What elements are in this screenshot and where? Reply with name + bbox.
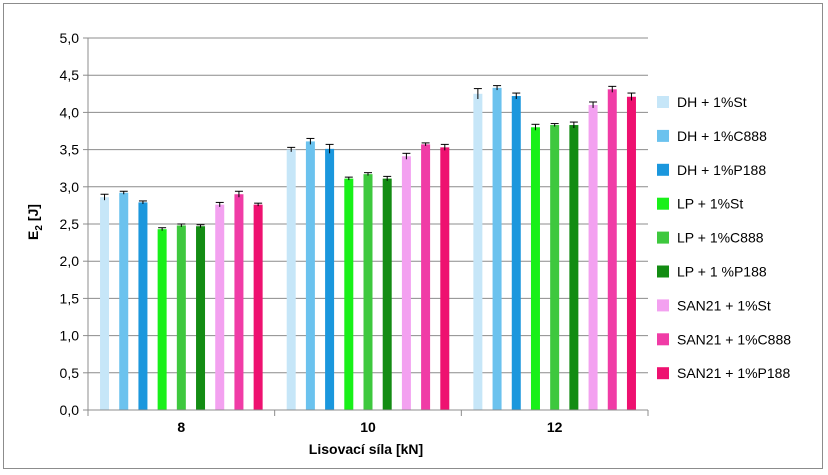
x-tick-label: 12 [547,419,563,435]
error-bar [550,123,559,127]
bar [492,87,502,411]
bar [382,178,392,410]
bar [440,147,450,411]
bar [421,144,431,410]
error-bar [493,85,502,91]
error-bar [569,121,578,129]
legend-label: LP + 1%C888 [677,230,764,246]
bar [305,141,315,410]
error-bar [254,202,263,207]
legend-swatch [657,231,669,244]
error-bar [364,172,372,176]
legend-swatch [657,163,669,176]
y-axis-label-unit: [J] [25,204,41,225]
legend-swatch [657,299,669,312]
x-axis-label: Lisovací síla [kN] [309,441,423,457]
x-axis-ticks: 8 10 12 [87,410,649,435]
error-bar [383,175,392,181]
y-tick-label: 1,0 [60,328,80,344]
bar [234,194,244,410]
error-bar [306,137,315,145]
error-bar [158,227,167,231]
error-bar [344,176,353,181]
x-tick-label: 10 [360,419,376,435]
legend-label: DH + 1%St [677,94,747,110]
legend-label: SAN21 + 1%P188 [677,365,790,381]
y-axis-label-main: E [25,231,41,240]
error-bar [627,92,636,101]
bar [511,96,521,411]
legend-label: DH + 1%P188 [677,162,766,178]
bar [344,178,354,410]
y-tick-label: 0,5 [60,365,80,381]
y-axis-label-subscript: 2 [34,225,45,231]
bar [286,149,296,410]
error-bar [589,101,598,108]
bar [119,192,129,410]
bar [626,96,636,410]
y-tick-label: 2,5 [60,216,80,232]
legend-label: DH + 1%C888 [677,128,767,144]
y-axis-ticks: 0,0 0,5 1,0 1,5 2,0 2,5 3,0 3,5 4,0 4,5 5,0 [60,30,89,418]
y-tick-label: 4,0 [60,104,80,120]
bar [215,204,225,410]
y-tick-label: 1,5 [60,290,80,306]
error-bar [440,143,449,151]
legend-swatch [657,367,669,380]
bar [550,125,560,410]
bar [157,229,167,410]
legend-label: LP + 1%St [677,196,743,212]
y-tick-label: 3,0 [60,179,80,195]
error-bar [138,200,147,204]
legend-label: SAN21 + 1%C888 [677,331,791,347]
error-bar [473,88,482,100]
legend-swatch [657,333,669,346]
bar [530,127,540,410]
error-bar [287,146,296,152]
bar [176,225,186,410]
error-bar [608,85,617,93]
bar [196,226,206,410]
bar [588,104,598,411]
error-bar [421,142,430,146]
error-bar [234,190,243,198]
error-bar [119,190,128,195]
legend-swatch [657,129,669,142]
y-tick-label: 4,5 [60,67,80,83]
legend-label: SAN21 + 1%St [677,297,771,313]
error-bar [325,143,334,154]
x-tick-label: 8 [177,419,185,435]
error-bar [215,201,224,207]
error-bar [512,92,521,100]
error-bar [402,152,411,160]
error-bar [100,193,109,201]
legend-label: LP + 1 %P188 [677,264,767,280]
bar [363,174,373,410]
bars [100,87,636,411]
bar [253,204,263,410]
y-tick-label: 3,5 [60,142,80,158]
y-tick-label: 0,0 [60,402,80,418]
error-bar [531,123,540,131]
y-axis-label: E2 [J] [25,204,45,240]
legend-swatch [657,96,669,108]
error-bars [100,85,636,231]
bar [569,125,579,410]
bar [100,197,110,410]
bar [401,156,411,410]
legend: DH + 1%St DH + 1%C888 DH + 1%P188 LP + 1%St… [657,94,791,381]
y-tick-label: 5,0 [60,30,80,46]
bar [325,148,335,410]
bar [138,202,148,410]
bar [607,89,617,410]
legend-swatch [657,265,669,278]
bar-chart: 0,00,51,01,52,02,53,03,54,04,55,0 8 10 12 … [25,30,791,457]
error-bar [177,223,186,227]
y-tick-label: 2,0 [60,253,80,269]
bar [473,93,483,411]
error-bar [196,224,205,228]
legend-swatch [657,197,669,210]
chart-frame: 0,0 0,5 1,0 1,5 2,0 2,5 3,0 3,5 4,0 4,5 5,0 8 10 12 … [3,3,823,469]
